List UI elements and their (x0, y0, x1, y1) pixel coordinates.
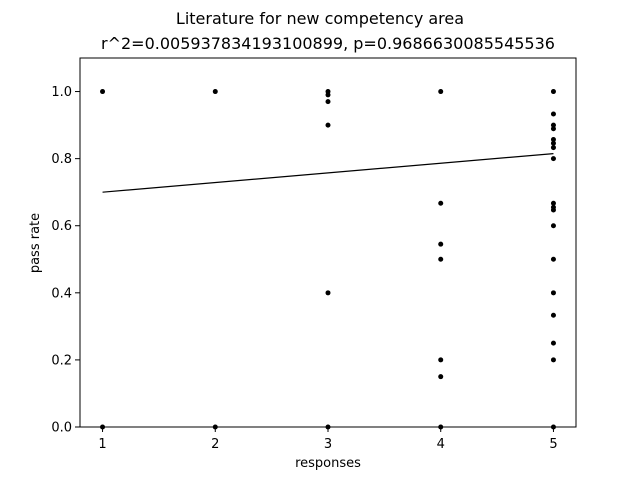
x-axis-label: responses (295, 456, 361, 471)
regression-line (102, 153, 554, 193)
x-tick-label: 4 (437, 437, 445, 452)
y-axis-label: pass rate (28, 213, 43, 273)
y-tick-label: 0.0 (51, 421, 72, 436)
data-point (550, 312, 556, 318)
data-point (550, 89, 556, 95)
plot-frame (79, 57, 577, 428)
points-layer (100, 89, 556, 430)
data-point (550, 207, 556, 213)
data-point (550, 357, 556, 363)
data-point (325, 290, 331, 296)
data-point (550, 126, 556, 132)
data-point (325, 122, 331, 128)
data-point (325, 99, 331, 105)
data-point (550, 122, 556, 128)
data-point (550, 145, 556, 151)
y-tick-label: 0.4 (51, 286, 72, 301)
data-point (550, 156, 556, 162)
y-tick-label: 0.8 (51, 152, 72, 167)
y-axis-ticks: 0.0 0.2 0.4 0.6 0.8 1.0 (51, 85, 80, 436)
data-point (438, 200, 444, 206)
data-point (550, 200, 556, 206)
y-tick-label: 0.6 (51, 219, 72, 234)
data-point (550, 140, 556, 146)
data-point (550, 340, 556, 346)
y-tick-label: 1.0 (51, 85, 72, 100)
x-tick-label: 5 (549, 437, 557, 452)
data-point (212, 89, 218, 95)
chart-title: Literature for new competency area (176, 9, 464, 28)
data-point (438, 374, 444, 380)
y-tick-label: 0.2 (51, 353, 72, 368)
data-point (550, 137, 556, 143)
x-tick-label: 1 (98, 437, 106, 452)
data-point (550, 256, 556, 262)
data-point (100, 89, 106, 95)
data-point (438, 256, 444, 262)
chart-subtitle: r^2=0.005937834193100899, p=0.9686630085… (101, 34, 555, 53)
data-point (550, 290, 556, 296)
x-tick-label: 3 (324, 437, 332, 452)
data-point (550, 111, 556, 117)
x-tick-label: 2 (211, 437, 219, 452)
data-point (438, 241, 444, 247)
data-point (438, 89, 444, 95)
x-axis-ticks: 1 2 3 4 5 (98, 427, 558, 452)
data-point (325, 92, 331, 98)
data-point (438, 357, 444, 363)
data-point (550, 223, 556, 229)
